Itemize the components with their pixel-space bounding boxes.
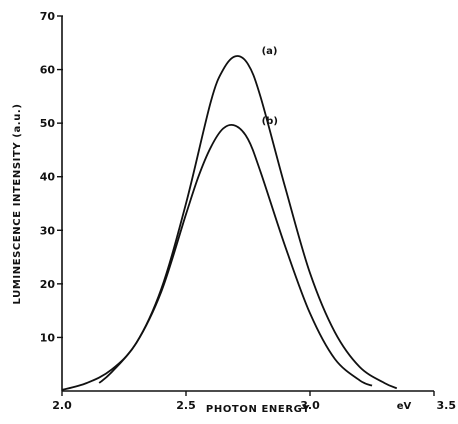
axes <box>61 16 434 392</box>
series-annotations: (a) (b) <box>262 46 278 127</box>
series-curves <box>61 55 398 391</box>
x-unit-label: eV <box>397 401 412 412</box>
y-tick-label: 40 <box>40 171 56 184</box>
y-tick-label: 30 <box>40 224 56 237</box>
series-label: (a) <box>262 46 278 57</box>
x-tick-label: 2.0 <box>52 399 72 412</box>
x-tick-label: 3.5 <box>437 399 457 412</box>
y-tick-label: 60 <box>40 64 56 77</box>
x-axis-label: PHOTON ENERGY <box>206 404 310 415</box>
y-tick-label: 10 <box>40 331 56 344</box>
series-line-a <box>61 55 398 391</box>
y-axis-label: LUMINESCENCE INTENSITY (a.u.) <box>12 104 23 305</box>
x-ticks: 2.0 2.5 3.0 3.5 <box>52 391 456 412</box>
series-line-b <box>98 124 373 387</box>
series-label: (b) <box>262 116 278 127</box>
y-tick-label: 70 <box>40 10 56 23</box>
y-ticks: 10 20 30 40 50 60 70 <box>40 10 63 344</box>
x-tick-label: 2.5 <box>176 399 196 412</box>
x-tick-label: 3.0 <box>300 399 320 412</box>
y-tick-label: 20 <box>40 278 56 291</box>
y-tick-label: 50 <box>40 117 56 130</box>
